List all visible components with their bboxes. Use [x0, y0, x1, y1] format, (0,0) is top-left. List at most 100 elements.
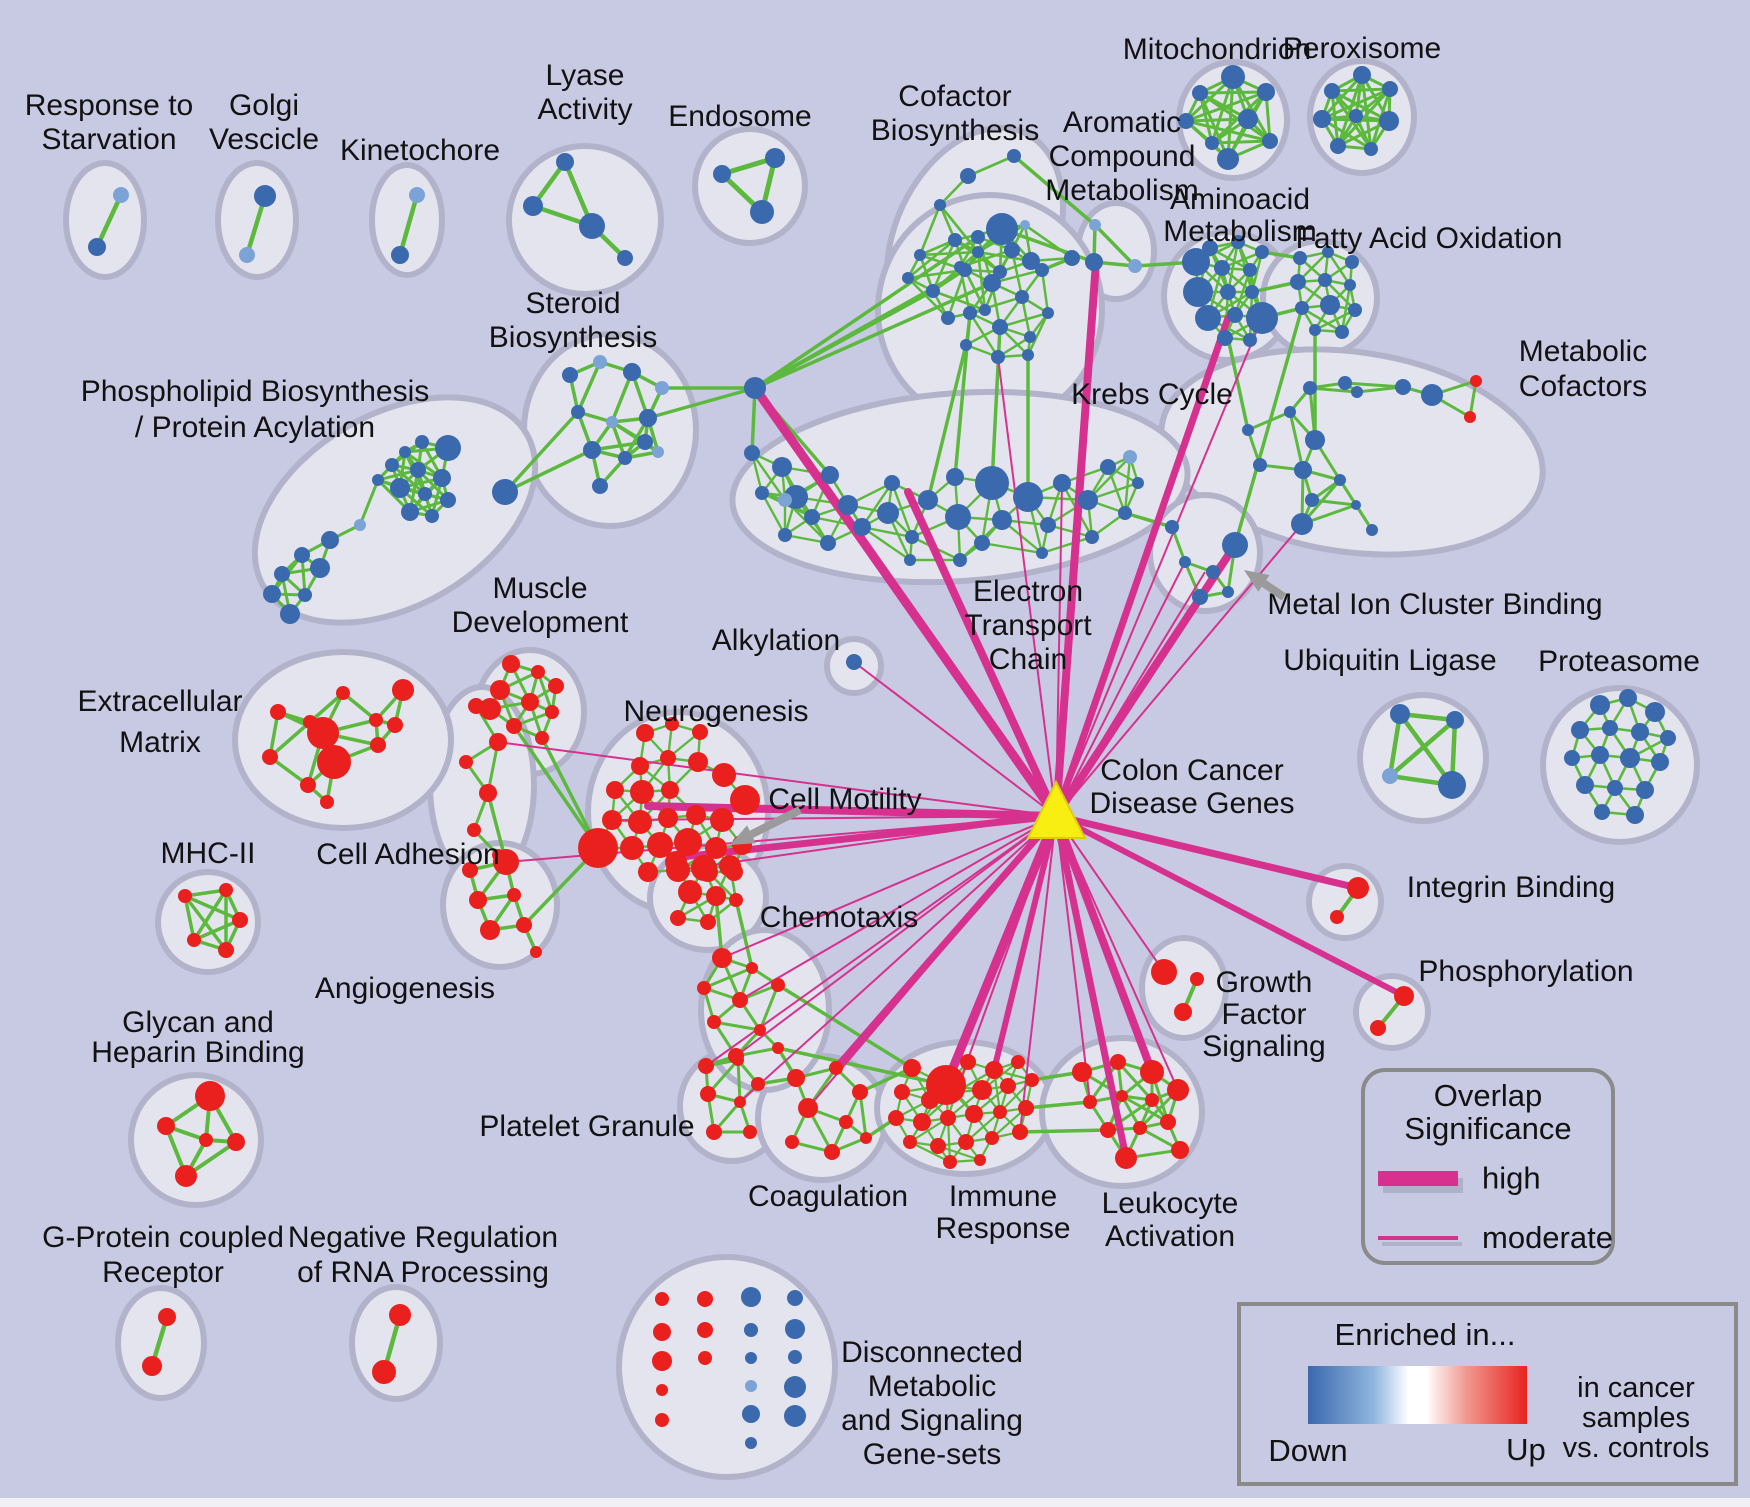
- gene-set-node-immune-response-12[interactable]: [913, 1113, 931, 1131]
- gene-set-node-cofactor-biosynthesis-3[interactable]: [986, 213, 1018, 245]
- gene-set-node-fatty-acid-oxidation-3[interactable]: [1290, 274, 1306, 290]
- gene-set-node-phospholipid-biosynthesis-protein-acylation-17[interactable]: [263, 585, 281, 603]
- gene-set-node-proteasome-6[interactable]: [1660, 730, 1676, 746]
- gene-set-node-disconnected-metabolic-and-signaling-gene-sets-6[interactable]: [697, 1322, 713, 1338]
- gene-set-node-extracellular-matrix-4[interactable]: [307, 717, 339, 749]
- gene-set-node-disconnected-metabolic-and-signaling-gene-sets-13[interactable]: [745, 1437, 757, 1449]
- gene-set-node-cell-motility-3[interactable]: [678, 880, 702, 904]
- gene-set-node-coagulation-4[interactable]: [839, 1115, 853, 1129]
- gene-set-node-lyase-activity-2[interactable]: [579, 213, 605, 239]
- gene-set-node-extracellular-matrix-0[interactable]: [270, 704, 286, 720]
- gene-set-node-neurogenesis-9[interactable]: [661, 781, 679, 799]
- colon-cancer-disease-genes-hub[interactable]: [1026, 779, 1087, 839]
- gene-set-node-integrin-binding-1[interactable]: [1330, 910, 1344, 924]
- gene-set-node-cell-adhesion-2[interactable]: [459, 755, 473, 769]
- gene-set-node-immune-response-13[interactable]: [940, 1110, 956, 1126]
- gene-set-node-phospholipid-biosynthesis-protein-acylation-1[interactable]: [435, 435, 461, 461]
- gene-set-node-golgi-vescicle-1[interactable]: [239, 247, 255, 263]
- gene-set-node-mitochondrion-2[interactable]: [1257, 83, 1275, 101]
- gene-set-node-neurogenesis-19[interactable]: [674, 828, 702, 856]
- gene-set-node-coagulation-6[interactable]: [824, 1144, 840, 1160]
- gene-set-node-immune-response-10[interactable]: [1025, 1073, 1039, 1087]
- gene-set-node-metabolic-cofactors-12[interactable]: [1291, 513, 1313, 535]
- gene-set-node-cofactor-biosynthesis-12[interactable]: [941, 311, 955, 325]
- gene-set-node-neurogenesis-17[interactable]: [620, 836, 644, 860]
- gene-set-node-disconnected-metabolic-and-signaling-gene-sets-17[interactable]: [784, 1376, 806, 1398]
- gene-set-node-steroid-biosynthesis-2[interactable]: [623, 363, 641, 381]
- gene-set-node-platelet-granule-0[interactable]: [698, 1058, 714, 1074]
- gene-set-node-leukocyte-activation-2[interactable]: [1140, 1060, 1164, 1084]
- gene-set-node-neurogenesis-5[interactable]: [688, 752, 708, 772]
- gene-set-node-immune-response-19[interactable]: [958, 1134, 974, 1150]
- gene-set-node-negative-regulation-of-rna-processing-0[interactable]: [389, 1304, 411, 1326]
- gene-set-node-immune-response-22[interactable]: [943, 1155, 957, 1169]
- gene-set-node-krebs-cycle-6[interactable]: [1042, 307, 1054, 319]
- gene-set-node-neurogenesis-12[interactable]: [578, 828, 618, 868]
- gene-set-node-endosome-0[interactable]: [713, 165, 731, 183]
- gene-set-node-peroxisome-3[interactable]: [1313, 110, 1331, 128]
- gene-set-node-phospholipid-biosynthesis-protein-acylation-6[interactable]: [390, 478, 410, 498]
- gene-set-node-phospholipid-biosynthesis-protein-acylation-2[interactable]: [399, 446, 411, 458]
- gene-set-node-electron-transport-chain-7[interactable]: [778, 528, 792, 542]
- gene-set-node-metabolic-cofactors-7[interactable]: [1464, 411, 1476, 423]
- gene-set-node-immune-response-16[interactable]: [1018, 1100, 1034, 1116]
- gene-set-node-electron-transport-chain-11[interactable]: [877, 502, 899, 524]
- gene-set-node-electron-transport-chain-20[interactable]: [1040, 517, 1056, 533]
- gene-set-node-electron-transport-chain-31[interactable]: [1123, 450, 1137, 464]
- gene-set-node-immune-response-15[interactable]: [993, 1105, 1007, 1119]
- gene-set-node-phospholipid-biosynthesis-protein-acylation-4[interactable]: [410, 462, 426, 478]
- gene-set-node-leukocyte-activation-8[interactable]: [1133, 1121, 1147, 1135]
- gene-set-node-glycan-and-heparin-binding-1[interactable]: [157, 1117, 175, 1135]
- gene-set-node-cell-adhesion-1[interactable]: [489, 733, 507, 751]
- gene-set-node-aminoacid-metabolism-0[interactable]: [1202, 240, 1218, 256]
- gene-set-node-glycan-and-heparin-binding-2[interactable]: [199, 1133, 213, 1147]
- gene-set-node-aminoacid-metabolism-9[interactable]: [1195, 305, 1221, 331]
- gene-set-node-immune-response-8[interactable]: [972, 1080, 992, 1100]
- gene-set-node-metabolic-cofactors-1[interactable]: [1338, 376, 1352, 390]
- gene-set-node-angiogenesis-3[interactable]: [507, 888, 521, 902]
- gene-set-node-integrin-binding-0[interactable]: [1347, 877, 1369, 899]
- gene-set-node-disconnected-metabolic-and-signaling-gene-sets-10[interactable]: [745, 1352, 757, 1364]
- gene-set-node-immune-response-21[interactable]: [1012, 1124, 1028, 1140]
- gene-set-node-phospholipid-biosynthesis-protein-acylation-8[interactable]: [440, 492, 456, 508]
- gene-set-node-metabolic-cofactors-3[interactable]: [1395, 379, 1411, 395]
- gene-set-node-electron-transport-chain-24[interactable]: [1118, 506, 1132, 520]
- gene-set-node-coagulation-2[interactable]: [852, 1084, 868, 1100]
- gene-set-node-neurogenesis-11[interactable]: [602, 810, 622, 830]
- gene-set-node-aminoacid-metabolism-3[interactable]: [1182, 248, 1210, 276]
- gene-set-node-phospholipid-biosynthesis-protein-acylation-19[interactable]: [280, 604, 300, 624]
- gene-set-node-cell-motility-4[interactable]: [706, 886, 726, 906]
- gene-set-node-neurogenesis-1[interactable]: [665, 717, 679, 731]
- gene-set-node-aromatic-compound-metabolism-0[interactable]: [1089, 219, 1101, 231]
- gene-set-node-peroxisome-0[interactable]: [1353, 66, 1371, 84]
- gene-set-node-disconnected-metabolic-and-signaling-gene-sets-1[interactable]: [653, 1323, 671, 1341]
- gene-set-node-electron-transport-chain-21[interactable]: [1053, 474, 1071, 492]
- gene-set-node-coagulation-5[interactable]: [785, 1135, 799, 1149]
- gene-set-node-proteasome-2[interactable]: [1645, 702, 1665, 722]
- gene-set-node-proteasome-4[interactable]: [1602, 720, 1618, 736]
- gene-set-node-proteasome-11[interactable]: [1576, 776, 1594, 794]
- gene-set-node-electron-transport-chain-16[interactable]: [974, 535, 990, 551]
- gene-set-node-cofactor-biosynthesis-10[interactable]: [948, 233, 962, 247]
- gene-set-node-electron-transport-chain-8[interactable]: [820, 535, 836, 551]
- gene-set-node-krebs-cycle-0[interactable]: [971, 230, 985, 244]
- gene-set-node-phospholipid-biosynthesis-protein-acylation-0[interactable]: [415, 435, 429, 449]
- gene-set-node-electron-transport-chain-23[interactable]: [1100, 459, 1116, 475]
- gene-set-node-peroxisome-5[interactable]: [1379, 111, 1399, 131]
- gene-set-node-neurogenesis-16[interactable]: [710, 808, 734, 832]
- gene-set-node-steroid-biosynthesis-1[interactable]: [593, 355, 607, 369]
- gene-set-node-electron-transport-chain-30[interactable]: [778, 493, 792, 507]
- gene-set-node-disconnected-metabolic-and-signaling-gene-sets-5[interactable]: [697, 1291, 713, 1307]
- gene-set-node-electron-transport-chain-10[interactable]: [884, 475, 900, 491]
- gene-set-node-angiogenesis-0[interactable]: [462, 862, 478, 878]
- gene-set-node-phospholipid-biosynthesis-protein-acylation-7[interactable]: [418, 487, 432, 501]
- gene-set-node-ubiquitin-ligase-2[interactable]: [1382, 768, 1398, 784]
- gene-set-node-electron-transport-chain-12[interactable]: [905, 530, 919, 544]
- gene-set-node-chemotaxis-0[interactable]: [712, 948, 732, 968]
- gene-set-node-metabolic-cofactors-0[interactable]: [1303, 381, 1317, 395]
- gene-set-node-leukocyte-activation-3[interactable]: [1083, 1095, 1097, 1109]
- gene-set-node-cell-motility-0[interactable]: [665, 851, 687, 873]
- gene-set-node-muscle-development-5[interactable]: [545, 705, 559, 719]
- gene-set-node-chemotaxis-5[interactable]: [754, 1024, 766, 1036]
- gene-set-node-krebs-cycle-5[interactable]: [1015, 290, 1029, 304]
